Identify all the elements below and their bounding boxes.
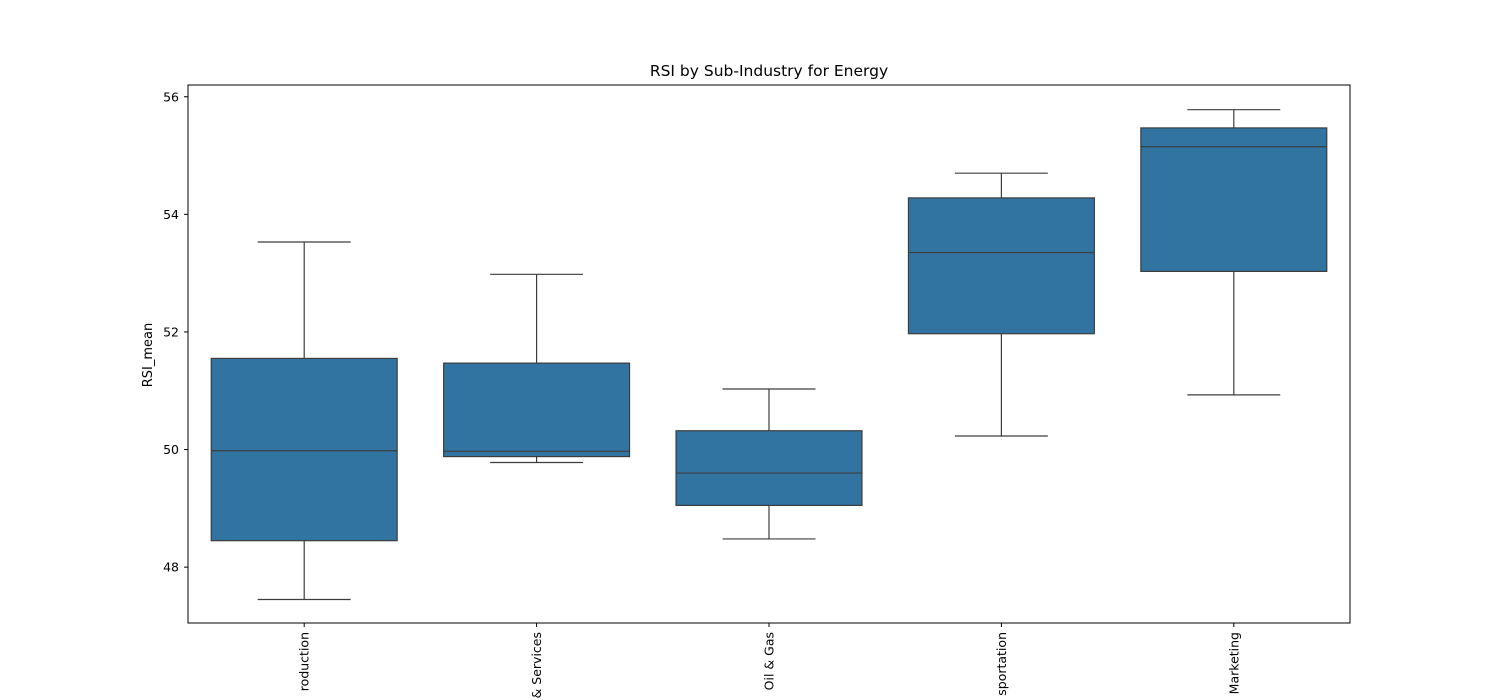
y-tick-label: 54 bbox=[163, 207, 179, 222]
y-tick-label: 50 bbox=[163, 442, 179, 457]
box bbox=[907, 197, 1095, 335]
x-tick-label: sportation bbox=[994, 632, 1009, 696]
y-axis-label: RSI_mean bbox=[141, 323, 156, 388]
box bbox=[1140, 127, 1328, 272]
y-tick-label: 48 bbox=[163, 560, 179, 575]
x-tick-label: & Services bbox=[529, 632, 544, 698]
y-tick-label: 56 bbox=[163, 89, 179, 104]
x-tick-label: Oil & Gas bbox=[762, 632, 777, 690]
plot-area: 48 50 52 54 56 roduction & Services Oil & Gas sp… bbox=[163, 89, 1328, 698]
box bbox=[443, 362, 631, 458]
box bbox=[210, 357, 398, 542]
chart-title: RSI by Sub-Industry for Energy bbox=[650, 62, 888, 80]
x-tick-label: Marketing bbox=[1226, 632, 1241, 694]
box bbox=[675, 430, 863, 507]
y-tick-label: 52 bbox=[163, 324, 179, 339]
x-tick-label: roduction bbox=[297, 632, 312, 691]
plot-frame bbox=[187, 84, 1351, 624]
